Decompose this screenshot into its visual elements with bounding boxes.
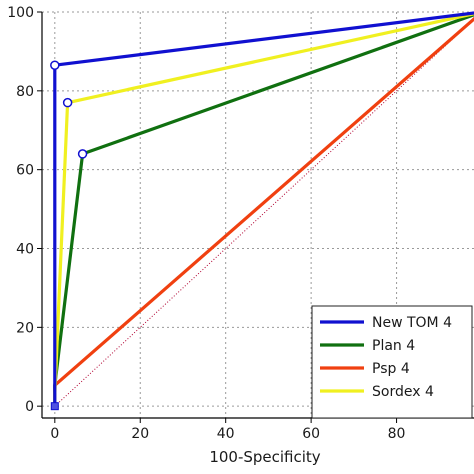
x-tick-label: 0 [50, 426, 59, 442]
point-marker [50, 60, 60, 70]
point-marker [62, 97, 73, 108]
legend-label: New TOM 4 [372, 315, 452, 331]
y-tick-label: 100 [7, 5, 34, 21]
point-markers [50, 60, 88, 411]
legend-label: Sordex 4 [372, 384, 434, 400]
x-tick-label: 80 [388, 426, 406, 442]
diagonal-reference [54, 18, 474, 407]
tick-labels: 0 20 40 60 80 0 20 40 60 80 100 [7, 5, 405, 442]
y-tick-label: 0 [25, 399, 34, 415]
x-tick-label: 20 [131, 426, 149, 442]
origin-marker [50, 402, 59, 411]
y-tick-label: 20 [16, 320, 34, 336]
legend: New TOM 4 Plan 4 Psp 4 Sordex 4 [311, 305, 473, 419]
legend-box [311, 305, 473, 419]
legend-label: Plan 4 [372, 338, 415, 354]
y-tick-label: 60 [16, 163, 34, 179]
x-tick-label: 40 [217, 426, 235, 442]
x-axis-label: 100-Specificity [209, 448, 320, 466]
x-tick-label: 60 [302, 426, 320, 442]
point-marker [77, 149, 88, 159]
diagonal-line [54, 18, 474, 407]
y-tick-label: 80 [16, 84, 34, 100]
legend-label: Psp 4 [372, 361, 410, 377]
y-tick-label: 40 [16, 242, 34, 258]
